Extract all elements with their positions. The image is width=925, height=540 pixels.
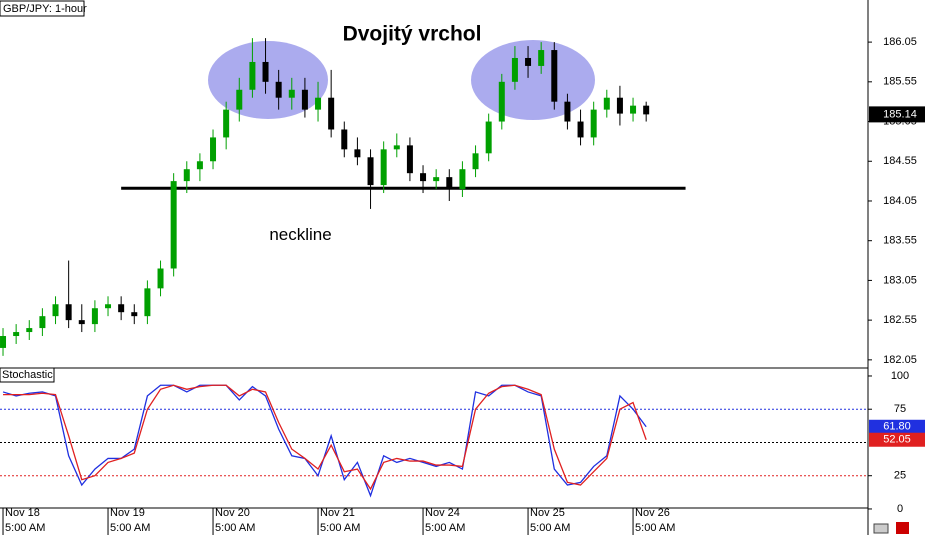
candle-body bbox=[39, 316, 46, 329]
candle-body bbox=[643, 105, 650, 115]
candle-body bbox=[367, 157, 374, 186]
candle-body bbox=[420, 173, 427, 182]
candle-body bbox=[157, 268, 164, 289]
chart-label: GBP/JPY: 1-hour bbox=[3, 3, 87, 15]
candle-body bbox=[65, 304, 72, 321]
x-tick-label: 5:00 AM bbox=[5, 522, 45, 534]
y-tick-label: 184.55 bbox=[883, 155, 917, 167]
x-tick-label: 5:00 AM bbox=[215, 522, 255, 534]
y-tick-label: 182.05 bbox=[883, 354, 917, 366]
candle-body bbox=[630, 105, 637, 114]
x-tick-label: Nov 20 bbox=[215, 507, 250, 519]
candle-body bbox=[13, 332, 20, 337]
candle-body bbox=[249, 61, 256, 90]
label-box bbox=[0, 367, 55, 383]
candle-body bbox=[341, 129, 348, 150]
candle-body bbox=[525, 57, 532, 66]
annotation: neckline bbox=[269, 225, 331, 244]
candle-body bbox=[223, 109, 230, 138]
candle-body bbox=[538, 50, 545, 66]
candle-body bbox=[315, 97, 322, 110]
y-tick-label: 182.55 bbox=[883, 314, 917, 326]
candle-body bbox=[603, 97, 610, 110]
price-label: 185.14 bbox=[883, 108, 917, 120]
highlight-ellipse bbox=[471, 40, 595, 120]
candle-body bbox=[564, 101, 571, 122]
candle-body bbox=[105, 304, 112, 309]
candle-body bbox=[577, 121, 584, 138]
icon[interactable] bbox=[873, 523, 889, 534]
candle-body bbox=[210, 137, 217, 162]
candle-body bbox=[393, 145, 400, 150]
candle-body bbox=[511, 57, 518, 82]
candle-body bbox=[183, 169, 190, 182]
chart-title: Dvojitý vrchol bbox=[343, 23, 482, 46]
candle-body bbox=[616, 97, 623, 114]
value-box bbox=[869, 419, 925, 434]
y-tick-label: 100 bbox=[891, 370, 909, 382]
candle-body bbox=[433, 177, 440, 182]
x-tick-label: Nov 24 bbox=[425, 507, 460, 519]
candle-body bbox=[52, 304, 59, 317]
x-tick-label: 5:00 AM bbox=[110, 522, 150, 534]
candle-body bbox=[131, 312, 138, 317]
x-tick-label: Nov 19 bbox=[110, 507, 145, 519]
candle-body bbox=[118, 304, 125, 313]
price-box bbox=[869, 106, 925, 123]
candle-body bbox=[590, 109, 597, 138]
y-tick-label: 185.55 bbox=[883, 76, 917, 88]
candle-body bbox=[354, 149, 361, 158]
value-label: 52.05 bbox=[883, 434, 911, 446]
candle-body bbox=[262, 61, 269, 82]
x-tick-label: 5:00 AM bbox=[635, 522, 675, 534]
icon[interactable] bbox=[896, 522, 909, 534]
value-label: 61.80 bbox=[883, 421, 911, 433]
y-tick-label: 184.05 bbox=[883, 195, 917, 207]
candle-body bbox=[26, 328, 33, 333]
candle-body bbox=[288, 89, 295, 98]
x-tick-label: 5:00 AM bbox=[530, 522, 570, 534]
candle-body bbox=[498, 81, 505, 122]
y-tick-label: 75 bbox=[894, 403, 906, 415]
y-tick-label: 183.55 bbox=[883, 235, 917, 247]
candle-body bbox=[170, 181, 177, 269]
y-tick-label: 183.05 bbox=[883, 274, 917, 286]
y-tick-label: 186.05 bbox=[883, 36, 917, 48]
candle-body bbox=[144, 288, 151, 317]
label-box bbox=[0, 0, 85, 17]
candle-body bbox=[196, 161, 203, 170]
y-tick-label: 25 bbox=[894, 470, 906, 482]
value-box bbox=[869, 432, 925, 447]
candle-body bbox=[301, 89, 308, 110]
candle-body bbox=[275, 81, 282, 98]
candle-body bbox=[446, 177, 453, 190]
x-tick-label: 5:00 AM bbox=[425, 522, 465, 534]
candle-body bbox=[485, 121, 492, 154]
candle-body bbox=[78, 320, 85, 325]
candle-body bbox=[551, 50, 558, 102]
y-tick-label: 0 bbox=[897, 503, 903, 515]
candle-body bbox=[459, 169, 466, 190]
candle-body bbox=[328, 97, 335, 130]
candle-body bbox=[0, 336, 7, 348]
x-tick-label: Nov 18 bbox=[5, 507, 40, 519]
x-tick-label: Nov 21 bbox=[320, 507, 355, 519]
panel-label: Stochastic bbox=[2, 369, 53, 381]
candle-body bbox=[472, 153, 479, 170]
candle-body bbox=[406, 145, 413, 174]
x-tick-label: Nov 26 bbox=[635, 507, 670, 519]
candle-body bbox=[380, 149, 387, 186]
x-tick-label: 5:00 AM bbox=[320, 522, 360, 534]
candle-body bbox=[91, 308, 98, 325]
candle-body bbox=[236, 89, 243, 110]
stochastic-line bbox=[3, 384, 647, 491]
x-tick-label: Nov 25 bbox=[530, 507, 565, 519]
